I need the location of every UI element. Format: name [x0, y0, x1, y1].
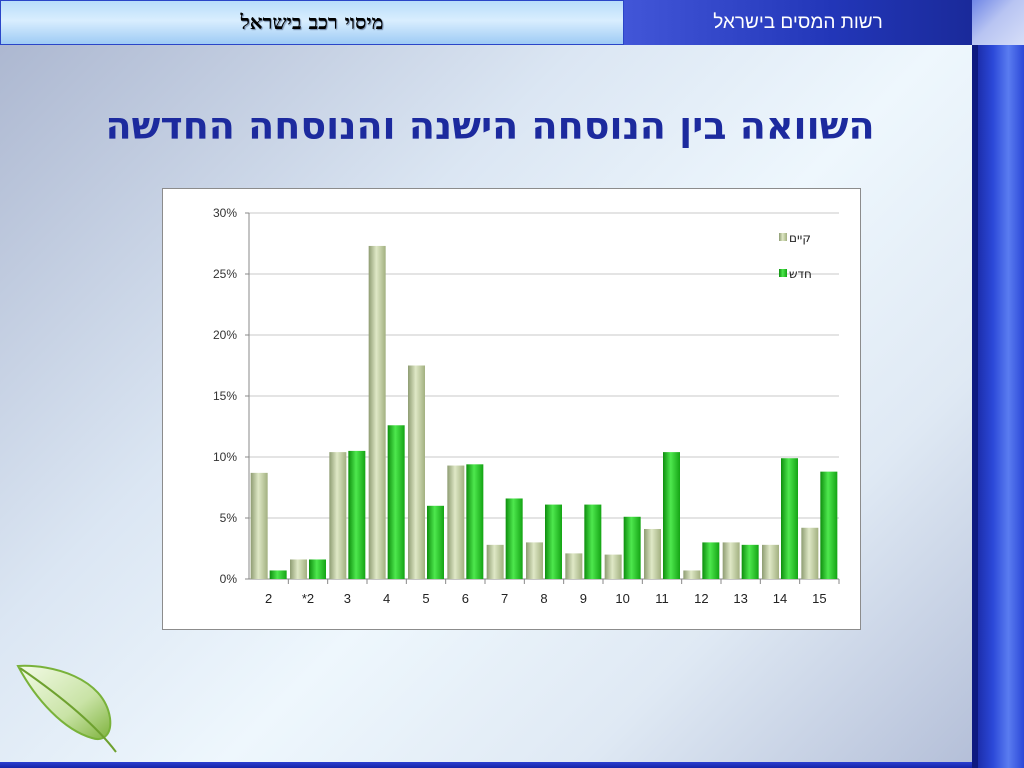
slide-title: השוואה בין הנוסחה הישנה והנוסחה החדשה: [105, 104, 875, 148]
bar-existing: [486, 544, 504, 579]
x-tick-label: 11: [655, 591, 669, 606]
bar-existing: [683, 570, 701, 579]
y-tick-label: 20%: [213, 328, 237, 342]
bar-new: [741, 544, 759, 579]
chart-canvas: 0% 5% 10% 15% 20% 25% 30% 2 *2 3 4 5 6 7 8 9 10 11 12 13 14 1…: [213, 206, 840, 606]
bar-existing: [408, 365, 425, 579]
x-tick-label: 10: [615, 591, 629, 606]
x-tick-label: 12: [694, 591, 708, 606]
bar-new: [781, 458, 798, 579]
x-tick-label: 6: [462, 591, 469, 606]
bar-existing: [722, 542, 740, 579]
bar-existing: [368, 245, 386, 579]
bar-new: [269, 570, 287, 579]
x-tick-label: 9: [580, 591, 587, 606]
header-corner-decoration: [972, 0, 1024, 45]
legend-label: קיים: [789, 231, 811, 245]
y-tick-label: 30%: [213, 206, 237, 220]
right-decorative-bar: [972, 45, 1024, 768]
organization-bar: רשות המסים בישראל: [624, 0, 972, 45]
bar-new: [348, 450, 366, 579]
bar-new: [387, 425, 405, 579]
bar-new: [427, 505, 444, 579]
x-tick-label: 5: [422, 591, 429, 606]
bottom-decorative-line: [0, 762, 972, 768]
bar-existing: [644, 528, 661, 579]
bar-existing: [604, 554, 622, 579]
x-tick-label: *2: [302, 591, 314, 606]
bar-new: [309, 559, 326, 579]
x-tick-label: 8: [540, 591, 547, 606]
bar-existing: [526, 542, 543, 579]
presentation-title: מיסוי רכב בישראל: [240, 10, 384, 34]
organization-name: רשות המסים בישראל: [713, 11, 883, 33]
x-tick-label: 2: [265, 591, 272, 606]
x-tick-label: 13: [733, 591, 747, 606]
leaf-icon: [16, 664, 117, 753]
legend-swatch: [779, 269, 787, 277]
y-tick-label: 0%: [220, 572, 238, 586]
bar-existing: [565, 553, 583, 579]
bar-existing: [329, 452, 347, 579]
x-tick-label: 15: [812, 591, 826, 606]
x-tick-label: 4: [383, 591, 390, 606]
x-tick-label: 14: [773, 591, 787, 606]
bar-existing: [290, 559, 307, 579]
bar-new: [820, 471, 838, 579]
y-tick-label: 10%: [213, 450, 237, 464]
y-tick-label: 15%: [213, 389, 237, 403]
legend-label: חדש: [789, 267, 812, 281]
y-tick-label: 25%: [213, 267, 237, 281]
bar-existing: [762, 544, 779, 579]
bar-new: [702, 542, 720, 579]
bar-chart: 0% 5% 10% 15% 20% 25% 30% 2 *2 3 4 5 6 7 8 9 10 11 12 13 14 1…: [162, 188, 861, 630]
x-tick-label: 3: [344, 591, 351, 606]
bar-existing: [801, 527, 819, 579]
bar-new: [466, 464, 484, 579]
y-tick-label: 5%: [220, 511, 238, 525]
bar-new: [505, 498, 523, 579]
bar-new: [623, 516, 641, 579]
x-tick-label: 7: [501, 591, 508, 606]
bar-new: [545, 504, 562, 579]
presentation-title-bar: מיסוי רכב בישראל: [0, 0, 624, 45]
bar-new: [663, 452, 680, 579]
legend-swatch: [779, 233, 787, 241]
bar-existing: [447, 465, 465, 579]
bar-existing: [250, 472, 268, 579]
bar-new: [584, 504, 602, 579]
